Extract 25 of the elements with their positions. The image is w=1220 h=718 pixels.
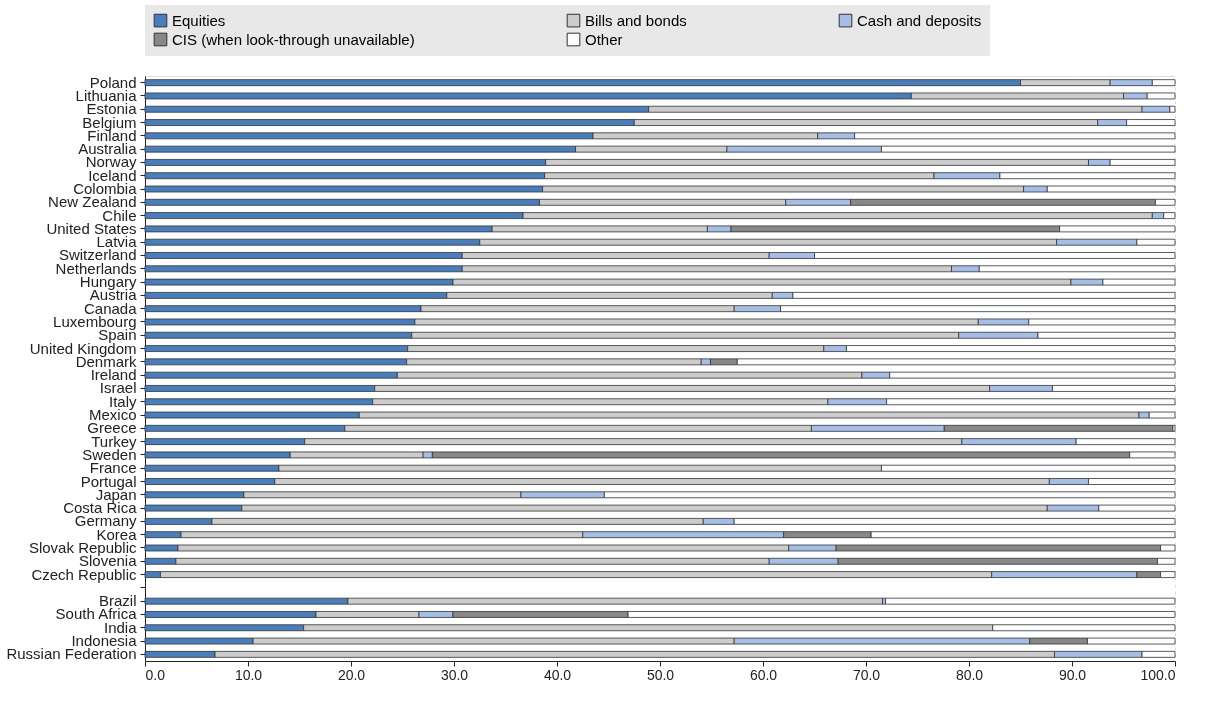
y-tick-label: France xyxy=(89,459,137,477)
x-tick-label: 50.0 xyxy=(646,666,675,683)
legend-label: Other xyxy=(585,30,623,48)
y-tick-label: Estonia xyxy=(86,100,138,118)
y-tick-label: Germany xyxy=(74,512,137,530)
x-tick-label: 70.0 xyxy=(852,666,881,683)
x-tick-label: 20.0 xyxy=(337,666,366,683)
legend-label: Bills and bonds xyxy=(585,11,687,29)
x-tick-label: 100.0 xyxy=(1140,666,1176,683)
x-tick-label: 0.0 xyxy=(145,666,166,683)
x-tick-label: 40.0 xyxy=(543,666,572,683)
x-tick-label: 10.0 xyxy=(234,666,263,683)
legend-label: CIS (when look-through unavailable) xyxy=(172,30,415,48)
y-tick-label: Israel xyxy=(99,379,137,397)
y-tick-label: Poland xyxy=(89,73,137,91)
legend-label: Cash and deposits xyxy=(857,11,982,29)
x-tick-label: 80.0 xyxy=(955,666,984,683)
x-tick-label: 60.0 xyxy=(749,666,778,683)
legend-label: Equities xyxy=(172,11,226,29)
y-tick-label: Greece xyxy=(87,419,137,437)
y-tick-label: Czech Republic xyxy=(31,565,137,583)
y-tick-label: Russian Federation xyxy=(6,645,137,663)
x-tick-label: 30.0 xyxy=(440,666,469,683)
x-tick-label: 90.0 xyxy=(1058,666,1087,683)
y-tick-label: Canada xyxy=(83,299,138,317)
